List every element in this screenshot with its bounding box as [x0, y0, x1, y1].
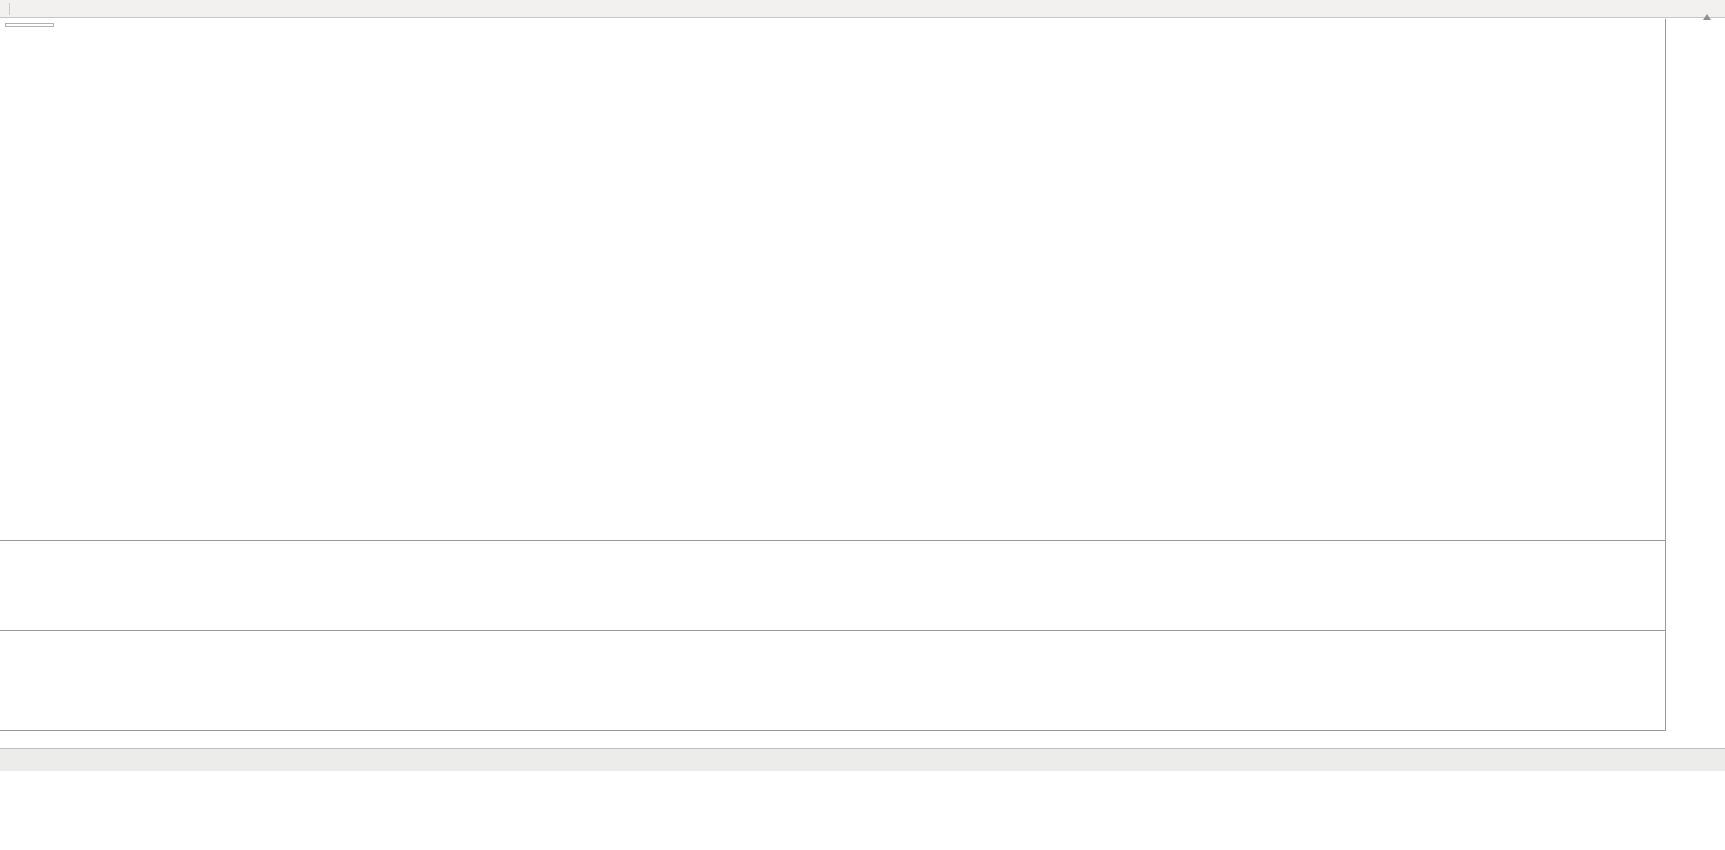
time-axis-separator [0, 730, 1725, 731]
time-axis[interactable] [0, 731, 1725, 748]
price-axis[interactable] [1665, 19, 1725, 731]
price-chart-canvas[interactable] [0, 19, 1665, 731]
top-toolbar [0, 0, 1725, 18]
rsi-pane-separator[interactable] [0, 540, 1725, 541]
chart-tab-bar [0, 748, 1725, 771]
toolbar-separator [9, 2, 10, 15]
macd-pane-separator[interactable] [0, 630, 1725, 631]
symbol-info-box[interactable] [5, 23, 54, 27]
chart-shift-marker-icon[interactable] [1703, 14, 1711, 20]
